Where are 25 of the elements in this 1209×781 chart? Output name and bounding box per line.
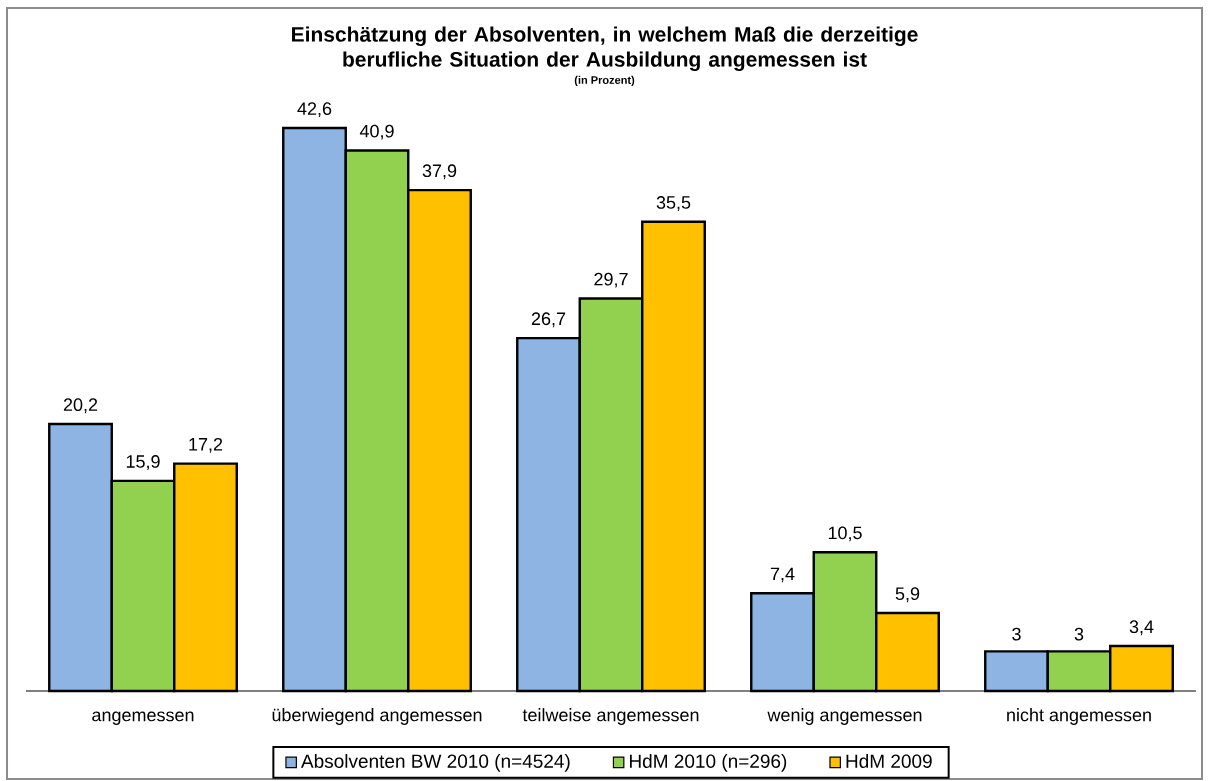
- chart-subtitle: (in Prozent): [574, 75, 635, 87]
- data-label: 10,5: [828, 526, 862, 542]
- data-label: 20,2: [63, 398, 98, 414]
- data-label: 35,5: [656, 196, 691, 211]
- data-label: 3,4: [1129, 620, 1154, 636]
- data-label: 40,9: [359, 124, 394, 140]
- x-tick-label: nicht angemessen: [1007, 708, 1151, 725]
- data-label: 5,9: [895, 587, 920, 603]
- data-label: 15,9: [126, 455, 160, 470]
- data-label: 37,9: [422, 164, 457, 180]
- chart-title: Einschätzung der Absolventen, in welchem Maß die derzeitige berufliche Situation der Ausbildung angemessen ist: [292, 26, 918, 72]
- data-label: 42,6: [297, 102, 332, 118]
- legend-label: HdM 2009: [846, 753, 932, 768]
- x-tick-label: überwiegend angemessen: [272, 708, 482, 725]
- x-tick-label: wenig angemessen: [767, 708, 922, 725]
- x-tick-label: angemessen: [92, 711, 194, 725]
- data-label: 29,7: [594, 272, 628, 288]
- data-label: 3: [1012, 627, 1021, 641]
- data-label: 17,2: [189, 437, 223, 453]
- data-label: 3: [1074, 627, 1084, 641]
- x-tick-label: teilweise angemessen: [522, 708, 699, 725]
- legend-label: HdM 2010 (n=296): [630, 753, 787, 772]
- data-label: 26,7: [531, 312, 566, 328]
- legend-label: Absolventen BW 2010 (n=4524): [300, 753, 570, 772]
- data-label: 7,4: [770, 567, 795, 583]
